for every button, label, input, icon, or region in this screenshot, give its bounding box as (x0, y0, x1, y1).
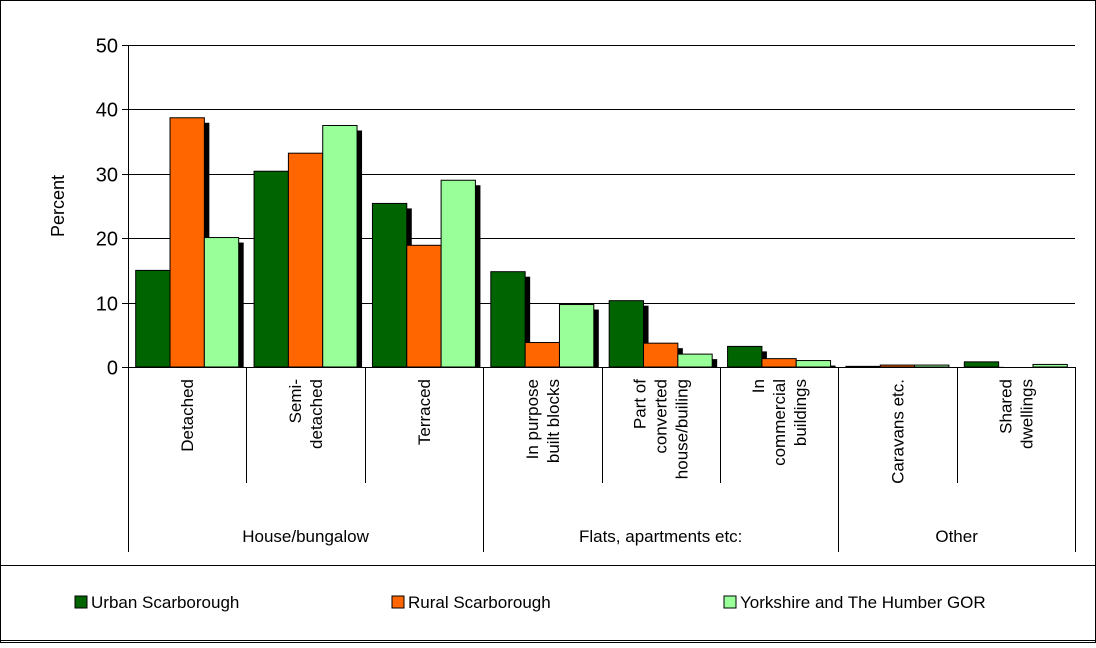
group-label: House/bungalow (242, 527, 369, 546)
category-label-line: converted (652, 379, 671, 454)
bar (170, 118, 204, 367)
bar (323, 126, 357, 368)
bar (407, 245, 441, 367)
category-label-line: In purpose (523, 379, 542, 459)
category-label: Caravans etc. (888, 379, 907, 484)
bar (559, 305, 593, 367)
bar (796, 361, 830, 367)
y-tick-label: 20 (96, 229, 118, 251)
category-label-line: house/builing (673, 379, 692, 479)
category-label-line: Part of (631, 379, 650, 429)
bar (1033, 364, 1067, 367)
bar (880, 365, 914, 367)
bar (915, 365, 949, 367)
bar (136, 270, 170, 367)
category-label-line: built blocks (544, 379, 563, 463)
y-tick-label: 50 (96, 36, 118, 58)
category-label-line: detached (307, 379, 326, 449)
legend-label: Yorkshire and The Humber GOR (740, 593, 986, 612)
y-tick-label: 0 (107, 358, 118, 380)
category-label-line: dwellings (1017, 379, 1036, 449)
category-label-line: Caravans etc. (888, 379, 907, 484)
category-label-line: buildings (791, 379, 810, 446)
y-axis-title: Percent (48, 175, 68, 237)
bar (441, 180, 475, 367)
group-label: Other (935, 527, 978, 546)
bar (728, 346, 762, 367)
bar (288, 153, 322, 367)
bar (372, 203, 406, 367)
bar (204, 238, 238, 367)
bar (609, 301, 643, 367)
category-label-line: Terraced (415, 379, 434, 445)
bar (254, 171, 288, 367)
bar (846, 366, 880, 367)
y-tick-label: 10 (96, 294, 118, 316)
category-label: Terraced (415, 379, 434, 445)
legend-swatch (724, 596, 736, 608)
legend-swatch (75, 596, 87, 608)
bar (644, 343, 678, 367)
category-label-line: Shared (996, 379, 1015, 434)
bar (678, 354, 712, 367)
legend-swatch (392, 596, 404, 608)
category-label-line: In (749, 379, 768, 393)
group-label: Flats, apartments etc: (579, 527, 742, 546)
category-label-line: Semi- (286, 379, 305, 423)
category-label: Detached (178, 379, 197, 452)
legend-label: Urban Scarborough (91, 593, 239, 612)
bar (762, 359, 796, 367)
category-label-line: Detached (178, 379, 197, 452)
category-label-line: commercial (770, 379, 789, 466)
bar (491, 272, 525, 367)
y-tick-label: 30 (96, 165, 118, 187)
y-tick-label: 40 (96, 100, 118, 122)
bar (964, 362, 998, 367)
bar (525, 343, 559, 367)
legend-label: Rural Scarborough (408, 593, 551, 612)
